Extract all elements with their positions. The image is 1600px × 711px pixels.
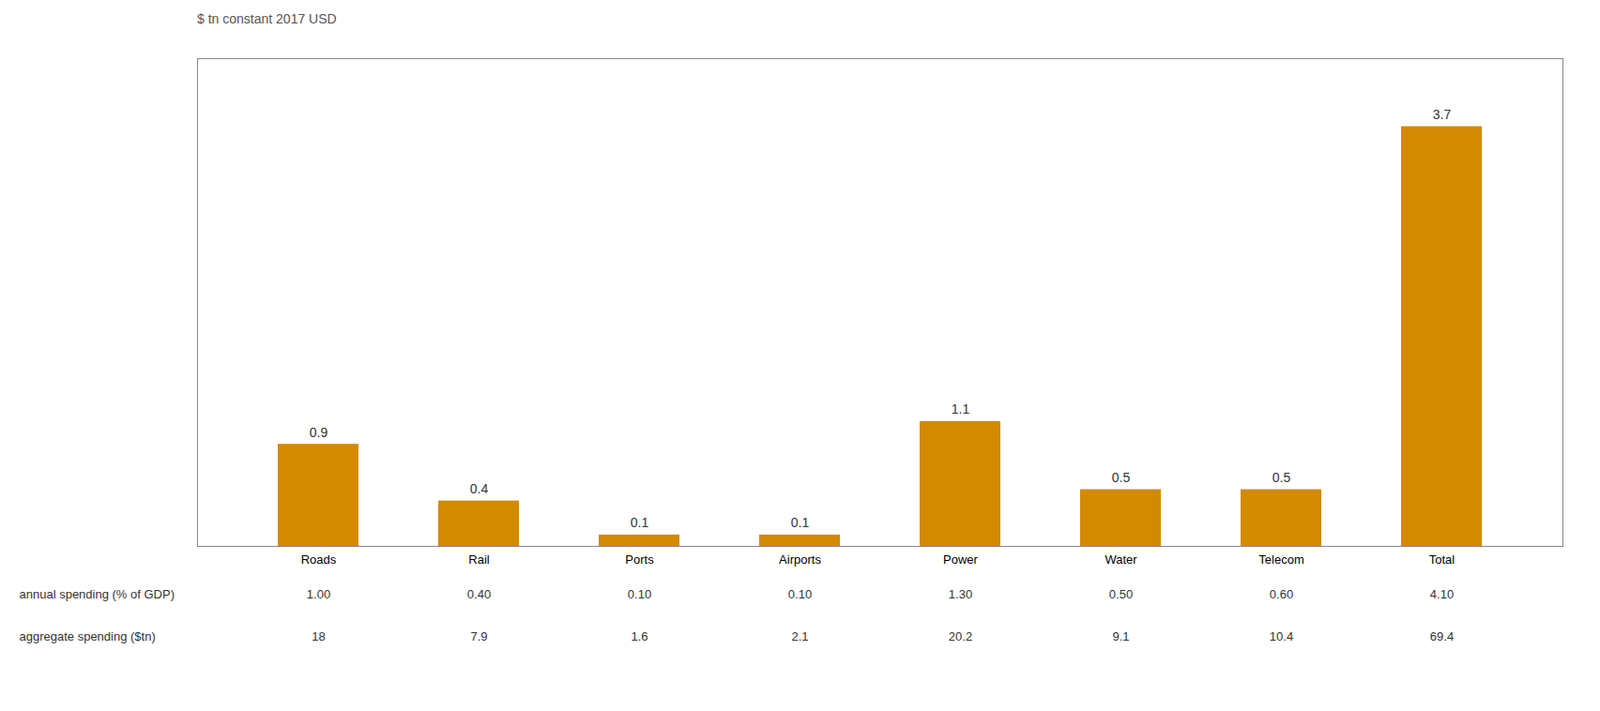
svg-text:69.4: 69.4 bbox=[1430, 629, 1454, 644]
html-text:$ tn constant 2017 USD: $ tn constant 2017 USD bbox=[197, 11, 337, 27]
svg-text:0.9: 0.9 bbox=[309, 425, 329, 441]
svg-text:1.6: 1.6 bbox=[630, 629, 648, 644]
svg-text:0.5: 0.5 bbox=[1272, 470, 1292, 486]
svg-text:20.2: 20.2 bbox=[948, 629, 973, 644]
svg-text:0.1: 0.1 bbox=[791, 515, 810, 531]
svg-text:1.1: 1.1 bbox=[951, 401, 971, 417]
svg-text:1.00: 1.00 bbox=[306, 587, 331, 602]
svg-text:0.40: 0.40 bbox=[467, 587, 491, 602]
svg-text:10.4: 10.4 bbox=[1269, 629, 1294, 644]
svg-text:0.50: 0.50 bbox=[1109, 587, 1133, 602]
svg-text:Telecom: Telecom bbox=[1258, 552, 1304, 567]
svg-text:4.10: 4.10 bbox=[1430, 587, 1454, 602]
svg-text:0.10: 0.10 bbox=[627, 587, 652, 602]
svg-text:0.1: 0.1 bbox=[630, 515, 650, 531]
svg-text:Ports: Ports bbox=[624, 552, 655, 567]
svg-text:Water: Water bbox=[1104, 552, 1138, 567]
svg-text:Total: Total bbox=[1429, 552, 1456, 567]
svg-text:Power: Power bbox=[943, 552, 979, 567]
svg-text:Airports: Airports bbox=[778, 552, 822, 567]
svg-text:0.60: 0.60 bbox=[1269, 587, 1294, 602]
svg-text:3.7: 3.7 bbox=[1432, 106, 1452, 122]
svg-text:annual spending (% of GDP): annual spending (% of GDP) bbox=[19, 587, 175, 602]
svg-text:9.1: 9.1 bbox=[1112, 629, 1129, 644]
svg-text:aggregate spending ($tn): aggregate spending ($tn) bbox=[19, 629, 156, 644]
svg-text:Roads: Roads bbox=[301, 552, 337, 567]
svg-text:0.5: 0.5 bbox=[1112, 470, 1131, 486]
svg-text:2.1: 2.1 bbox=[791, 629, 808, 644]
svg-text:Rail: Rail bbox=[468, 552, 490, 567]
svg-text:0.10: 0.10 bbox=[788, 587, 812, 602]
svg-text:0.4: 0.4 bbox=[470, 481, 489, 497]
svg-text:7.9: 7.9 bbox=[470, 629, 488, 644]
svg-text:1.30: 1.30 bbox=[948, 587, 973, 602]
svg-text:18: 18 bbox=[311, 629, 325, 644]
